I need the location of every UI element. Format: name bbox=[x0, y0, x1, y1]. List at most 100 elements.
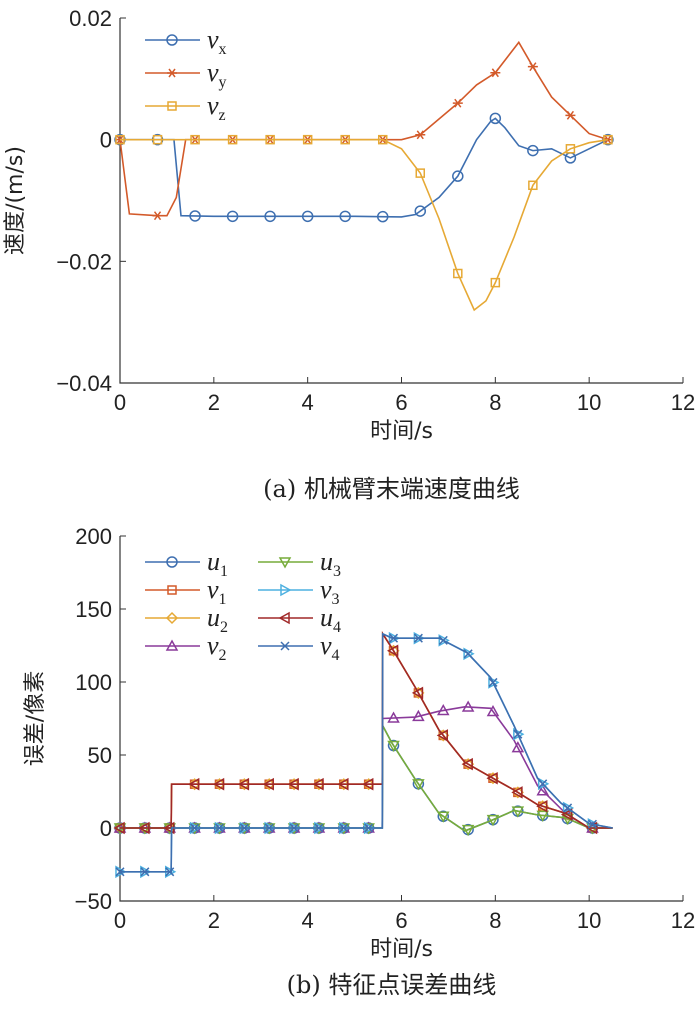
data-point-marker bbox=[339, 823, 349, 833]
data-point-marker bbox=[264, 210, 276, 223]
data-point-marker bbox=[388, 631, 401, 645]
data-point-marker bbox=[152, 211, 163, 221]
data-point-marker bbox=[463, 649, 473, 659]
data-point-marker bbox=[386, 644, 399, 658]
data-point-marker bbox=[115, 134, 125, 145]
data-point-marker bbox=[527, 144, 539, 157]
series-line bbox=[120, 631, 613, 829]
data-point-marker bbox=[115, 867, 125, 877]
data-point-marker bbox=[339, 210, 351, 223]
data-point-marker bbox=[152, 134, 163, 145]
x-tick-label: 8 bbox=[489, 390, 501, 415]
series-vz bbox=[115, 134, 613, 312]
data-point-marker bbox=[587, 819, 597, 829]
data-point-marker bbox=[138, 821, 150, 835]
data-point-marker bbox=[527, 62, 538, 72]
data-point-marker bbox=[565, 110, 576, 120]
legend-label: vy bbox=[207, 58, 227, 91]
data-point-marker bbox=[511, 741, 525, 753]
data-point-marker bbox=[461, 757, 473, 771]
data-point-marker bbox=[212, 777, 225, 791]
data-point-marker bbox=[413, 633, 423, 643]
data-point-marker bbox=[377, 134, 388, 145]
y-axis-label: 速度/(m/s) bbox=[3, 146, 28, 255]
data-point-marker bbox=[227, 134, 238, 145]
data-point-marker bbox=[237, 777, 250, 791]
data-point-marker bbox=[415, 168, 426, 178]
data-point-marker bbox=[511, 786, 523, 799]
data-point-marker bbox=[314, 823, 324, 833]
series-v1 bbox=[115, 631, 613, 833]
series-line bbox=[120, 632, 613, 873]
y-tick-label: 100 bbox=[75, 670, 112, 695]
data-point-marker bbox=[436, 729, 449, 742]
data-point-marker bbox=[489, 112, 502, 125]
legend-marker bbox=[278, 557, 292, 569]
data-point-marker bbox=[603, 134, 613, 145]
legend-marker bbox=[165, 639, 179, 651]
y-tick-label: 0.02 bbox=[69, 6, 112, 31]
data-point-marker bbox=[289, 823, 299, 833]
data-point-marker bbox=[436, 811, 450, 823]
x-tick-label: 10 bbox=[577, 908, 601, 933]
y-tick-label: −0.02 bbox=[56, 249, 112, 274]
legend-subscript: 1 bbox=[220, 563, 228, 580]
legend-marker bbox=[167, 585, 177, 595]
legend-label: vz bbox=[207, 91, 226, 124]
legend-marker bbox=[167, 68, 177, 78]
data-point-marker bbox=[438, 635, 448, 645]
data-point-marker bbox=[461, 700, 475, 712]
data-point-marker bbox=[388, 633, 399, 643]
legend-subscript: 2 bbox=[219, 647, 227, 664]
data-point-marker bbox=[188, 777, 200, 791]
x-tick-label: 6 bbox=[395, 908, 407, 933]
axes bbox=[119, 536, 683, 902]
data-point-marker bbox=[140, 867, 150, 877]
data-point-marker bbox=[415, 130, 426, 140]
data-point-marker bbox=[301, 210, 314, 223]
data-point-marker bbox=[486, 704, 500, 717]
chart-caption: (b) 特征点误差曲线 bbox=[287, 971, 497, 999]
data-point-marker bbox=[287, 777, 299, 791]
data-point-marker bbox=[411, 686, 424, 700]
data-point-marker bbox=[190, 823, 200, 833]
data-point-marker bbox=[536, 799, 548, 813]
data-point-marker bbox=[302, 134, 313, 145]
data-point-marker bbox=[452, 98, 463, 108]
x-tick-label: 10 bbox=[577, 390, 601, 415]
data-point-marker bbox=[536, 784, 549, 796]
x-tick-label: 0 bbox=[114, 908, 126, 933]
legend-subscript: x bbox=[219, 41, 227, 58]
y-tick-label: −50 bbox=[75, 889, 112, 914]
data-point-marker bbox=[387, 740, 400, 753]
data-point-marker bbox=[190, 134, 200, 145]
legend-subscript: 2 bbox=[220, 619, 228, 636]
series-line bbox=[120, 117, 609, 218]
data-point-marker bbox=[387, 711, 400, 723]
data-point-marker bbox=[312, 777, 324, 791]
x-tick-label: 2 bbox=[208, 390, 220, 415]
legend-marker bbox=[280, 583, 292, 597]
x-tick-label: 4 bbox=[302, 908, 314, 933]
x-tick-label: 8 bbox=[489, 908, 501, 933]
legend-subscript: 4 bbox=[333, 619, 341, 636]
data-point-marker bbox=[414, 205, 427, 217]
y-tick-label: 50 bbox=[88, 743, 112, 768]
data-point-marker bbox=[337, 777, 349, 791]
data-point-marker bbox=[511, 806, 525, 818]
data-point-marker bbox=[438, 634, 450, 647]
series-line bbox=[120, 631, 613, 829]
x-axis-label: 时间/s bbox=[370, 937, 433, 962]
legend-marker bbox=[167, 101, 177, 111]
series-line bbox=[120, 631, 613, 829]
data-point-marker bbox=[562, 801, 575, 815]
data-point-marker bbox=[452, 170, 464, 182]
legend-marker bbox=[278, 611, 290, 625]
data-point-marker bbox=[412, 779, 425, 791]
x-tick-label: 12 bbox=[671, 390, 695, 415]
x-tick-label: 0 bbox=[114, 390, 126, 415]
data-point-marker bbox=[226, 210, 239, 223]
x-tick-label: 6 bbox=[395, 390, 407, 415]
